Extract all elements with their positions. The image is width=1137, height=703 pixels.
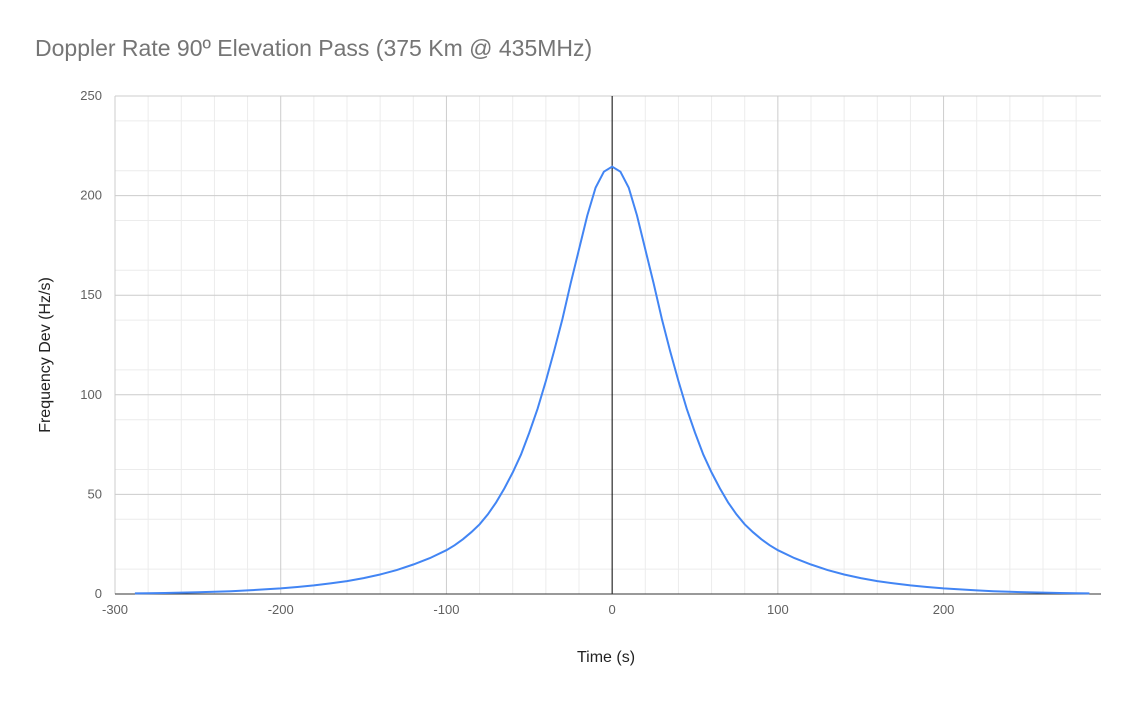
x-tick-label: -200 bbox=[268, 602, 294, 617]
x-tick-label: 0 bbox=[609, 602, 616, 617]
y-tick-label: 0 bbox=[95, 586, 102, 601]
chart-title: Doppler Rate 90º Elevation Pass (375 Km … bbox=[35, 35, 593, 61]
y-tick-label: 50 bbox=[88, 486, 102, 501]
y-tick-label: 200 bbox=[80, 188, 102, 203]
x-axis-title: Time (s) bbox=[577, 649, 635, 666]
major-gridlines bbox=[114, 95, 1101, 594]
x-axis-ticks: -300 -200 -100 0 100 200 bbox=[102, 602, 954, 617]
y-axis-title: Frequency Dev (Hz/s) bbox=[37, 277, 54, 433]
series-line bbox=[134, 165, 1090, 595]
y-axis-ticks: 0 50 100 150 200 250 bbox=[80, 88, 102, 601]
x-tick-label: -300 bbox=[102, 602, 128, 617]
minor-gridlines bbox=[115, 96, 1101, 594]
y-tick-label: 100 bbox=[80, 387, 102, 402]
y-tick-label: 250 bbox=[80, 88, 102, 103]
x-tick-label: 200 bbox=[933, 602, 955, 617]
y-tick-label: 150 bbox=[80, 287, 102, 302]
x-tick-label: 100 bbox=[767, 602, 789, 617]
x-tick-label: -100 bbox=[433, 602, 459, 617]
